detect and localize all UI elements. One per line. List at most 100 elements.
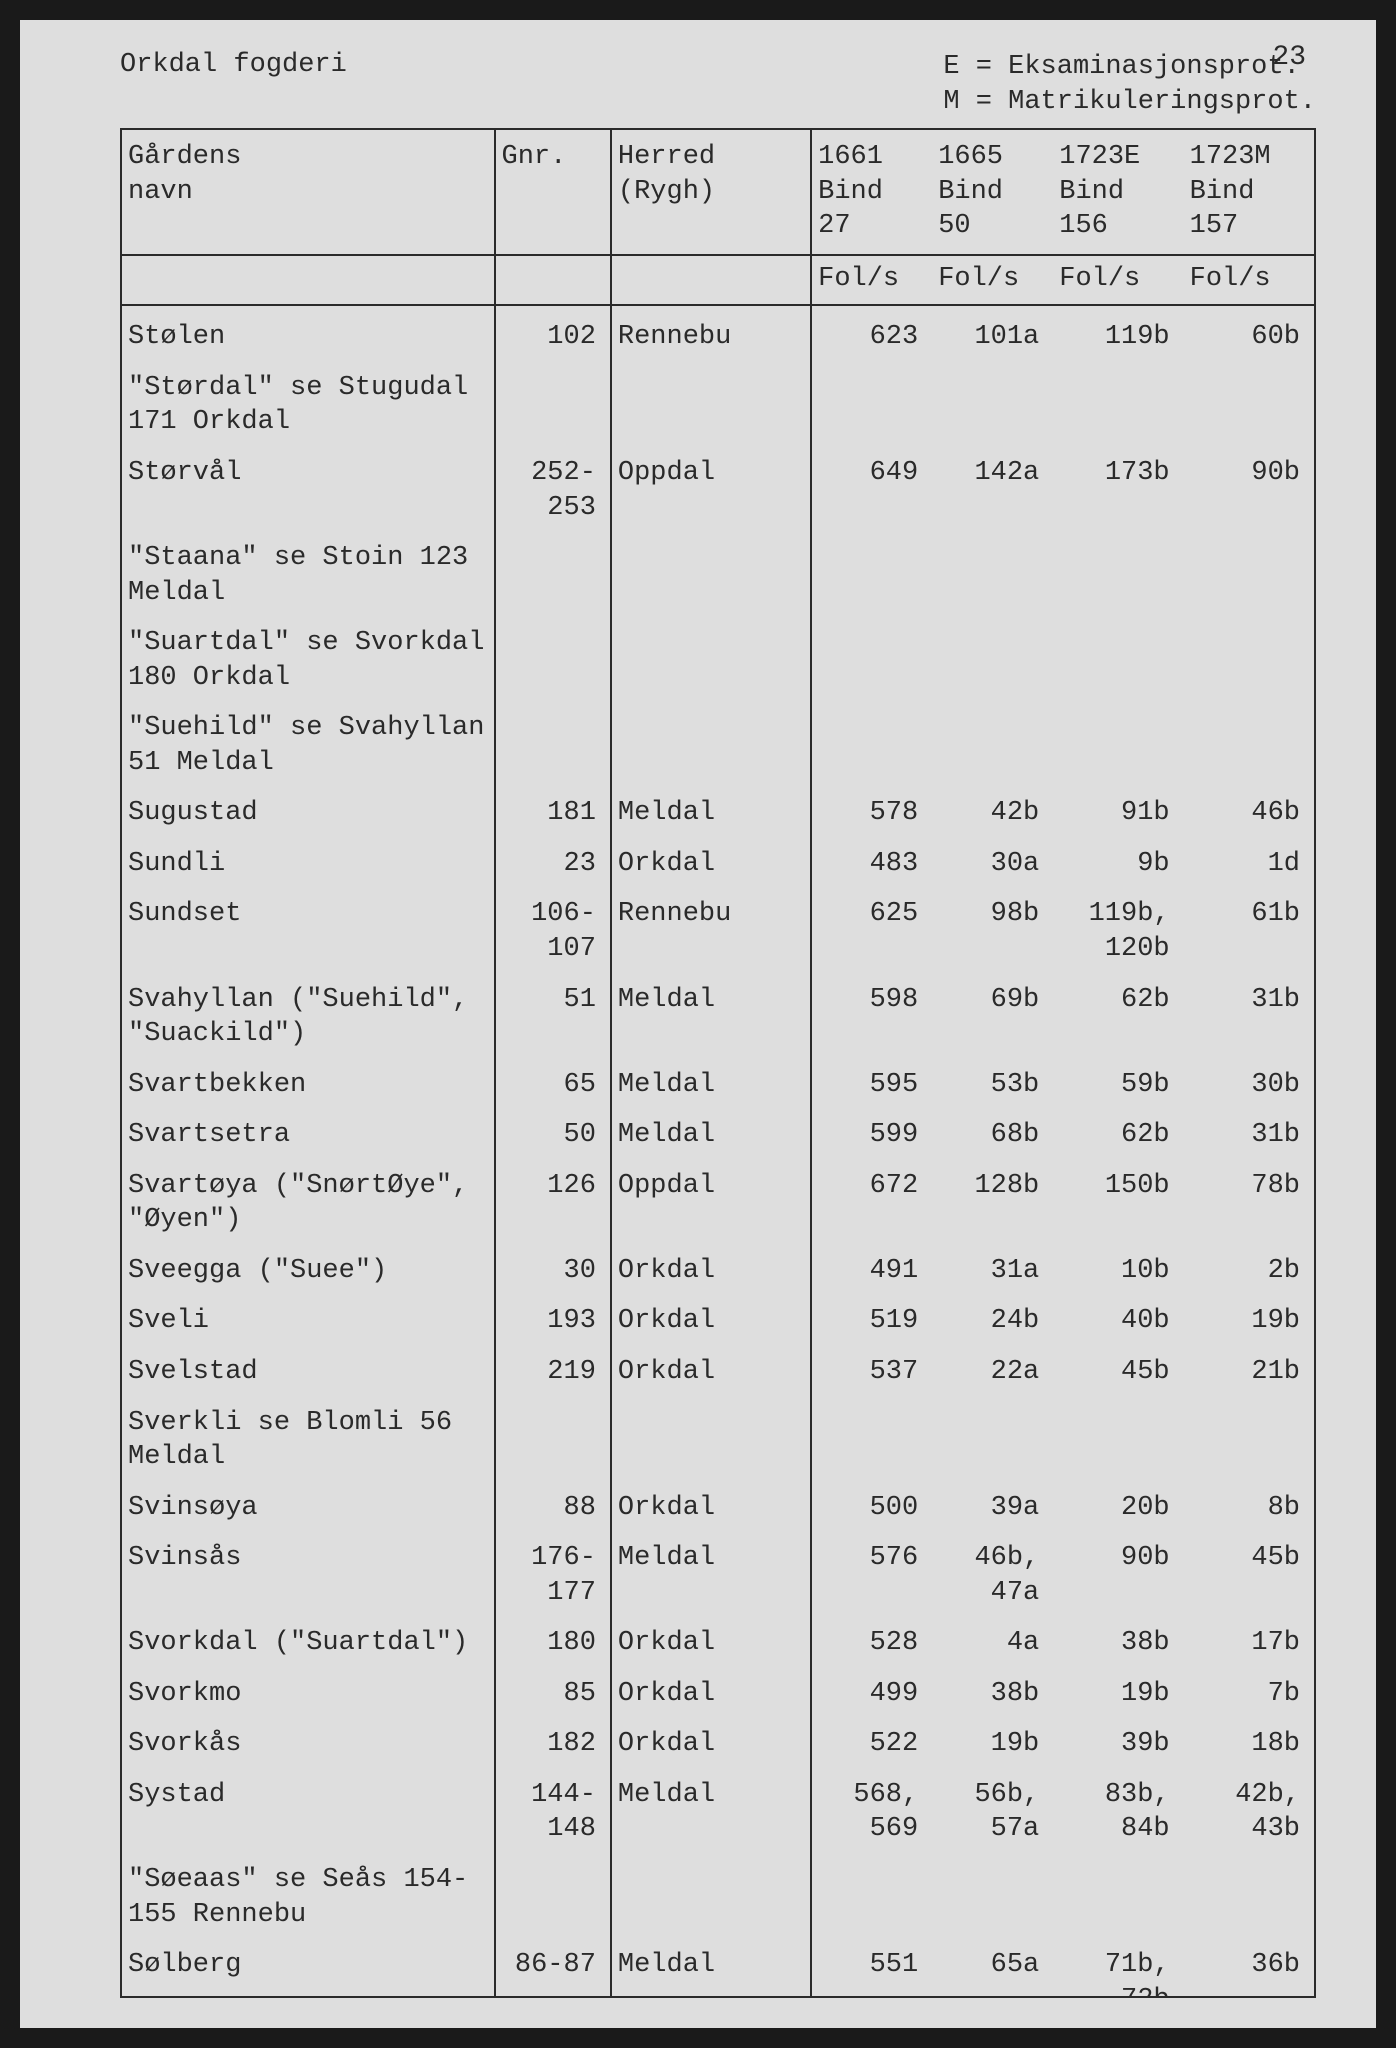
cell-gnr: 86-87 <box>495 1947 611 1998</box>
cell-1723e <box>1053 710 1183 781</box>
cell-1723e: 59b <box>1053 1067 1183 1104</box>
cell-name: "Søeaas" se Seås 154-155 Rennebu <box>122 1862 495 1933</box>
cell-1723m <box>1184 1405 1314 1476</box>
table-row: Systad144-148Meldal568, 56956b, 57a83b, … <box>122 1777 1314 1848</box>
sub-fols-1: Fol/s <box>811 255 932 306</box>
cell-name: Størvål <box>122 455 495 526</box>
cell-1661: 595 <box>811 1067 932 1104</box>
cell-1661: 568, 569 <box>811 1777 932 1848</box>
cell-1665: 39a <box>932 1490 1053 1527</box>
cell-name: "Suehild" se Svahyllan 51 Meldal <box>122 710 495 781</box>
cell-1661: 672 <box>811 1168 932 1239</box>
col-1723e-l1: 1723E <box>1059 142 1140 172</box>
cell-herred <box>611 1862 811 1933</box>
col-1723e-l3: 156 <box>1059 211 1108 241</box>
table-row: Sugustad181Meldal57842b91b46b <box>122 795 1314 832</box>
cell-1661: 625 <box>811 896 932 967</box>
cell-name: Svartøya ("SnørtØye", "Øyen") <box>122 1168 495 1239</box>
col-1661: 1661 Bind 27 <box>811 129 932 255</box>
cell-herred: Orkdal <box>611 846 811 883</box>
cell-1665 <box>932 370 1053 441</box>
table-row: Svartbekken65Meldal59553b59b30b <box>122 1067 1314 1104</box>
cell-herred: Oppdal <box>611 1168 811 1239</box>
cell-1665: 24b <box>932 1303 1053 1340</box>
cell-1723e: 119b, 120b <box>1053 896 1183 967</box>
cell-1723e: 150b <box>1053 1168 1183 1239</box>
cell-herred <box>611 540 811 611</box>
table-row: Sverkli se Blomli 56 Meldal <box>122 1405 1314 1476</box>
cell-gnr: 182 <box>495 1726 611 1763</box>
cell-1661: 519 <box>811 1303 932 1340</box>
col-1661-l1: 1661 <box>818 142 883 172</box>
sub-fols-2: Fol/s <box>932 255 1053 306</box>
cell-name: Sverkli se Blomli 56 Meldal <box>122 1405 495 1476</box>
cell-gnr: 219 <box>495 1354 611 1391</box>
cell-1661: 623 <box>811 319 932 356</box>
cell-1665: 56b, 57a <box>932 1777 1053 1848</box>
cell-herred: Meldal <box>611 982 811 1053</box>
table-row: Svorkmo85Orkdal49938b19b7b <box>122 1676 1314 1713</box>
cell-gnr: 106-107 <box>495 896 611 967</box>
cell-herred <box>611 1405 811 1476</box>
cell-1723m: 17b <box>1184 1625 1314 1662</box>
cell-1723e: 45b <box>1053 1354 1183 1391</box>
cell-name: Svorkmo <box>122 1676 495 1713</box>
table-row: Svinsøya88Orkdal50039a20b8b <box>122 1490 1314 1527</box>
cell-1723m: 90b <box>1184 455 1314 526</box>
col-1723e: 1723E Bind 156 <box>1053 129 1183 255</box>
cell-name: Svartbekken <box>122 1067 495 1104</box>
cell-1723m: 7b <box>1184 1676 1314 1713</box>
cell-name: Svinsås <box>122 1540 495 1611</box>
col-1723m-l1: 1723M <box>1190 142 1271 172</box>
cell-gnr <box>495 540 611 611</box>
cell-1723e: 71b, 72b <box>1053 1947 1183 1998</box>
page-number: 23 <box>1272 42 1306 73</box>
cell-1665: 22a <box>932 1354 1053 1391</box>
cell-1665: 38b <box>932 1676 1053 1713</box>
cell-1661: 598 <box>811 982 932 1053</box>
table-frame: Gårdens navn Gnr. Herred (Rygh) 1661 Bin… <box>120 128 1316 1998</box>
cell-name: Systad <box>122 1777 495 1848</box>
cell-1723m: 78b <box>1184 1168 1314 1239</box>
table-row: Sundli23Orkdal48330a9b1d <box>122 846 1314 883</box>
table-row: Svinsås176-177Meldal57646b, 47a90b45b <box>122 1540 1314 1611</box>
cell-gnr: 252-253 <box>495 455 611 526</box>
cell-name: "Staana" se Stoin 123 Meldal <box>122 540 495 611</box>
cell-1723m <box>1184 1862 1314 1933</box>
cell-1723m: 21b <box>1184 1354 1314 1391</box>
cell-name: Sundli <box>122 846 495 883</box>
col-name-l2: navn <box>128 177 193 207</box>
cell-1723e: 91b <box>1053 795 1183 832</box>
cell-1723e: 173b <box>1053 455 1183 526</box>
cell-gnr <box>495 710 611 781</box>
cell-herred: Rennebu <box>611 319 811 356</box>
table-row: "Staana" se Stoin 123 Meldal <box>122 540 1314 611</box>
table-row: Svorkås182Orkdal52219b39b18b <box>122 1726 1314 1763</box>
cell-1665: 98b <box>932 896 1053 967</box>
col-name-l1: Gårdens <box>128 142 241 172</box>
table-row: Svartøya ("SnørtØye", "Øyen")126Oppdal67… <box>122 1168 1314 1239</box>
header: Orkdal fogderi E = Eksaminasjonsprot. M … <box>120 50 1316 120</box>
col-gnr: Gnr. <box>495 129 611 255</box>
cell-herred <box>611 625 811 696</box>
col-1723m-l2: Bind <box>1190 177 1255 207</box>
cell-1723m: 46b <box>1184 795 1314 832</box>
cell-1723m: 1d <box>1184 846 1314 883</box>
cell-herred <box>611 710 811 781</box>
cell-1723m: 61b <box>1184 896 1314 967</box>
cell-1723e: 40b <box>1053 1303 1183 1340</box>
cell-herred: Meldal <box>611 1117 811 1154</box>
header-right: E = Eksaminasjonsprot. M = Matrikulering… <box>943 50 1316 120</box>
col-1661-l3: 27 <box>818 211 850 241</box>
cell-1661 <box>811 370 932 441</box>
cell-1665: 53b <box>932 1067 1053 1104</box>
cell-1723m: 30b <box>1184 1067 1314 1104</box>
cell-1661: 599 <box>811 1117 932 1154</box>
cell-1723m: 18b <box>1184 1726 1314 1763</box>
cell-1723e: 62b <box>1053 982 1183 1053</box>
cell-1665: 19b <box>932 1726 1053 1763</box>
col-1665-l2: Bind <box>938 177 1003 207</box>
header-left: Orkdal fogderi <box>120 50 347 120</box>
col-1665: 1665 Bind 50 <box>932 129 1053 255</box>
col-1723e-l2: Bind <box>1059 177 1124 207</box>
